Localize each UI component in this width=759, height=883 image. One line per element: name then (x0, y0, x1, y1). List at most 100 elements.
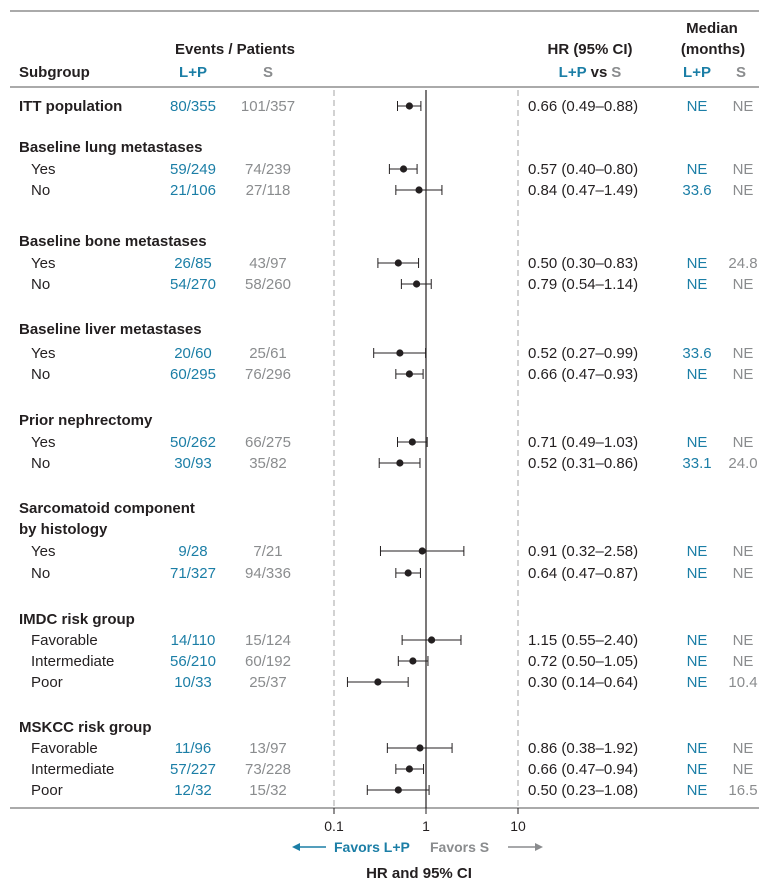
subgroup-row: Intermediate 56/210 60/192 0.72 (0.50–1.05)… (31, 653, 753, 670)
median-s: NE (733, 345, 754, 362)
subgroup-label: No (31, 182, 50, 199)
hr-point (405, 370, 413, 378)
events-s: 73/228 (245, 761, 291, 778)
header-hr-title: HR (95% CI) (547, 41, 632, 58)
events-lp: 11/96 (175, 740, 211, 757)
subgroup-heading-label: Sarcomatoid component (19, 500, 195, 517)
events-lp: 56/210 (170, 653, 216, 670)
median-lp: NE (687, 632, 708, 649)
hr-point (415, 186, 423, 194)
events-lp: 26/85 (174, 255, 212, 272)
median-lp: NE (687, 740, 708, 757)
hr-point (427, 636, 436, 644)
favors-left-label: Favors L+P (334, 839, 410, 855)
hr-point (409, 657, 417, 665)
subgroup-row: Yes 26/85 43/97 0.50 (0.30–0.83) NE 24.8 (31, 255, 758, 272)
subgroup-label: Yes (31, 543, 55, 560)
median-s: NE (733, 366, 754, 383)
hr-ci-text: 0.50 (0.23–1.08) (528, 782, 638, 799)
events-lp: 20/60 (174, 345, 212, 362)
subgroup-heading-label: MSKCC risk group (19, 719, 152, 736)
subgroup-heading-row: Baseline liver metastases (19, 321, 202, 338)
hr-point (399, 165, 408, 173)
subgroup-label: Poor (31, 674, 63, 691)
median-s: NE (733, 761, 754, 778)
hr-ci-text: 0.72 (0.50–1.05) (528, 653, 638, 670)
hr-ci-text: 0.91 (0.32–2.58) (528, 543, 638, 560)
events-s: 25/37 (249, 674, 287, 691)
favors-right-arrowhead (535, 843, 543, 851)
subgroup-heading-label: IMDC risk group (19, 611, 135, 628)
events-s: 35/82 (249, 455, 287, 472)
hr-point (396, 459, 404, 467)
header-hr-vs-s: S (611, 64, 621, 81)
header-median-lp: L+P (683, 64, 711, 81)
hr-ci-text: 0.66 (0.49–0.88) (528, 98, 638, 115)
events-lp: 30/93 (174, 455, 212, 472)
table-header: Subgroup Events / Patients L+P S HR (95%… (19, 20, 746, 81)
subgroup-heading-row: MSKCC risk group (19, 719, 152, 736)
median-s: NE (733, 632, 754, 649)
median-s: NE (733, 98, 754, 115)
events-lp: 12/32 (174, 782, 212, 799)
hr-point (412, 280, 421, 288)
median-lp: NE (687, 255, 708, 272)
subgroup-heading-label: Baseline liver metastases (19, 321, 202, 338)
subgroup-label: Intermediate (31, 653, 114, 670)
subgroup-heading-label: by histology (19, 521, 108, 538)
subgroup-heading-row: ITT population 80/355 101/357 0.66 (0.49–0.… (19, 98, 753, 115)
header-events-lp: L+P (179, 64, 207, 81)
subgroup-row: Yes 9/28 7/21 0.91 (0.32–2.58) NE NE (31, 543, 753, 560)
median-lp: 33.1 (682, 455, 711, 472)
median-s: NE (733, 740, 754, 757)
median-s: NE (733, 276, 754, 293)
subgroup-row: No 30/93 35/82 0.52 (0.31–0.86) 33.1 24.0 (31, 455, 758, 472)
header-events-patients: Events / Patients (175, 41, 295, 58)
hr-point (394, 786, 402, 794)
hr-ci-text: 0.66 (0.47–0.94) (528, 761, 638, 778)
subgroup-label: No (31, 455, 50, 472)
median-s: NE (733, 182, 754, 199)
events-lp: 14/110 (171, 632, 216, 649)
plot-axes: 0.1 1 10 (324, 90, 526, 834)
subgroup-label: Favorable (31, 740, 98, 757)
events-s: 60/192 (245, 653, 291, 670)
median-lp: NE (687, 276, 708, 293)
median-s: NE (733, 653, 754, 670)
hr-ci-text: 0.66 (0.47–0.93) (528, 366, 638, 383)
median-s: 24.8 (728, 255, 757, 272)
events-s: 15/32 (249, 782, 287, 799)
median-lp: NE (687, 366, 708, 383)
subgroup-row: No 71/327 94/336 0.64 (0.47–0.87) NE NE (31, 565, 753, 582)
header-hr-vs-lp: L+P (559, 64, 587, 81)
events-s: 27/118 (246, 182, 291, 199)
x-axis-label: HR and 95% CI (366, 865, 472, 882)
subgroup-heading-row: IMDC risk group (19, 611, 135, 628)
hr-ci-text: 0.79 (0.54–1.14) (528, 276, 638, 293)
median-lp: NE (687, 565, 708, 582)
hr-point (396, 349, 404, 357)
events-lp: 59/249 (170, 161, 216, 178)
events-s: 7/21 (253, 543, 282, 560)
header-median-s: S (736, 64, 746, 81)
events-lp: 71/327 (170, 565, 216, 582)
subgroup-row: Favorable 14/110 15/124 1.15 (0.55–2.40) NE N… (31, 632, 753, 649)
table-rows: ITT population 80/355 101/357 0.66 (0.49–0.… (19, 98, 758, 799)
subgroup-heading-row: Baseline lung metastases (19, 139, 202, 156)
hr-point (394, 259, 402, 267)
median-lp: NE (687, 543, 708, 560)
hr-ci-text: 1.15 (0.55–2.40) (528, 632, 638, 649)
favors-right-label: Favors S (430, 839, 489, 855)
subgroup-label: No (31, 276, 50, 293)
subgroup-row: Poor 12/32 15/32 0.50 (0.23–1.08) NE 16.5 (31, 782, 758, 799)
subgroup-heading-row: by histology (19, 521, 108, 538)
events-s: 15/124 (245, 632, 291, 649)
subgroup-label: Yes (31, 434, 55, 451)
subgroup-label: No (31, 366, 50, 383)
median-s: NE (733, 161, 754, 178)
hr-ci-text: 0.57 (0.40–0.80) (528, 161, 638, 178)
events-lp: 9/28 (178, 543, 207, 560)
events-s: 66/275 (245, 434, 291, 451)
median-s: NE (733, 434, 754, 451)
